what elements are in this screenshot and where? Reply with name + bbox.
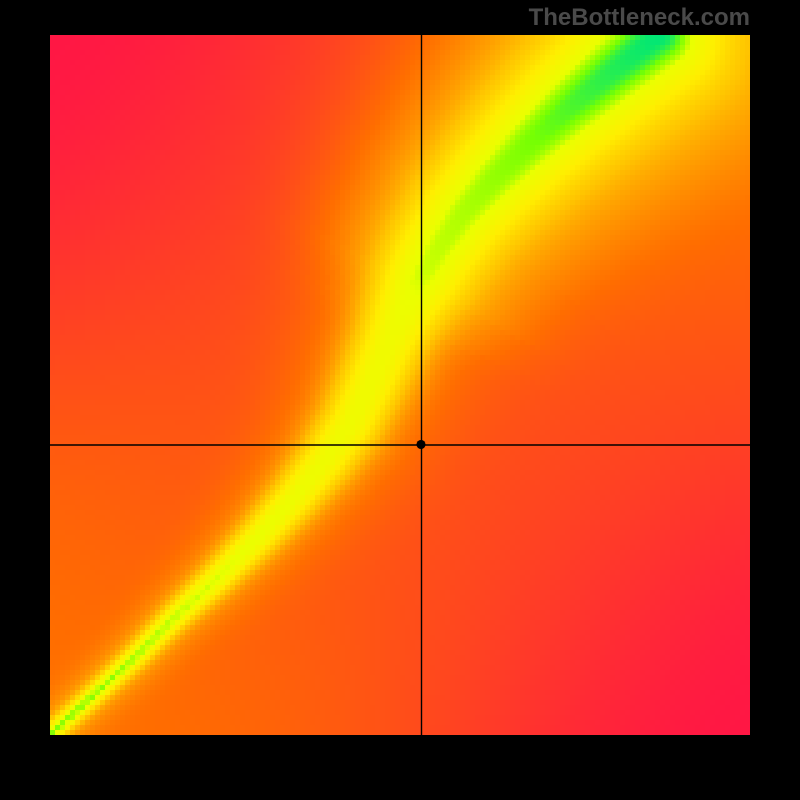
crosshair-overlay-canvas [0, 0, 800, 800]
watermark-text: TheBottleneck.com [529, 4, 750, 32]
chart-container: TheBottleneck.com [0, 0, 800, 800]
